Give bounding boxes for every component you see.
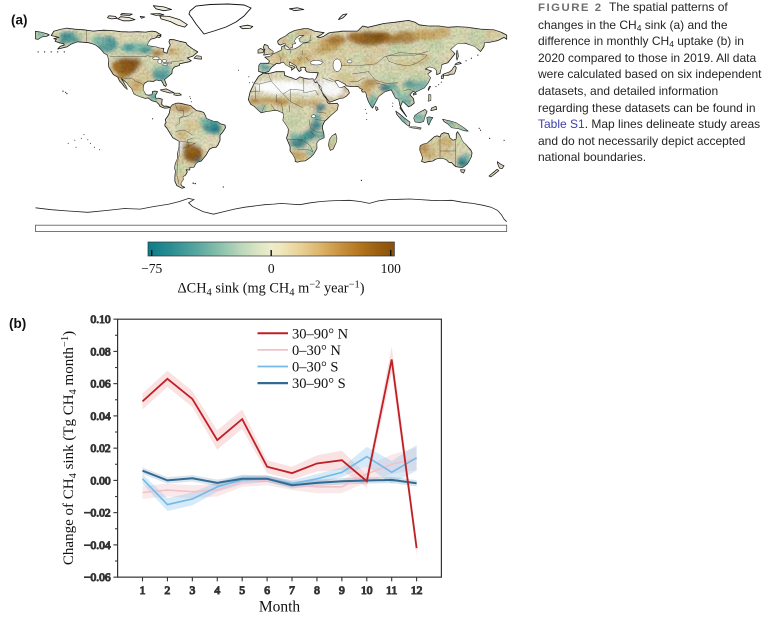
svg-text:0.10: 0.10: [90, 314, 110, 326]
svg-text:−75: −75: [141, 261, 162, 276]
svg-text:0.06: 0.06: [90, 379, 110, 391]
svg-text:12: 12: [411, 585, 423, 597]
svg-text:1: 1: [140, 585, 146, 597]
svg-text:10: 10: [361, 585, 373, 597]
svg-text:11: 11: [386, 585, 397, 597]
svg-text:6: 6: [264, 585, 270, 597]
svg-text:0.02: 0.02: [90, 443, 110, 455]
svg-text:0.00: 0.00: [90, 475, 110, 487]
svg-text:5: 5: [239, 585, 245, 597]
svg-text:−0.02: −0.02: [84, 508, 111, 520]
svg-text:0.08: 0.08: [90, 346, 110, 358]
svg-text:9: 9: [339, 585, 345, 597]
svg-text:7: 7: [289, 585, 295, 597]
svg-text:2: 2: [165, 585, 171, 597]
svg-text:0: 0: [268, 261, 275, 276]
svg-text:3: 3: [189, 585, 195, 597]
svg-text:(b): (b): [9, 316, 26, 331]
svg-text:30–90° N: 30–90° N: [292, 326, 349, 342]
svg-text:4: 4: [214, 585, 220, 597]
svg-text:−0.04: −0.04: [84, 540, 111, 552]
svg-text:0–30° N: 0–30° N: [292, 343, 341, 359]
svg-text:−0.06: −0.06: [84, 572, 111, 584]
svg-text:(a): (a): [11, 13, 28, 28]
svg-text:8: 8: [314, 585, 320, 597]
svg-text:Change of CH4 sink (Tg CH4 mon: Change of CH4 sink (Tg CH4 month−1): [60, 331, 79, 565]
svg-text:0–30° S: 0–30° S: [292, 360, 339, 376]
svg-text:100: 100: [381, 261, 402, 276]
svg-text:0.04: 0.04: [90, 411, 110, 423]
svg-text:30–90° S: 30–90° S: [292, 376, 346, 392]
svg-text:ΔCH4 sink (mg CH4 m−2 year−1): ΔCH4 sink (mg CH4 m−2 year−1): [177, 280, 364, 299]
svg-text:Month: Month: [259, 599, 301, 616]
